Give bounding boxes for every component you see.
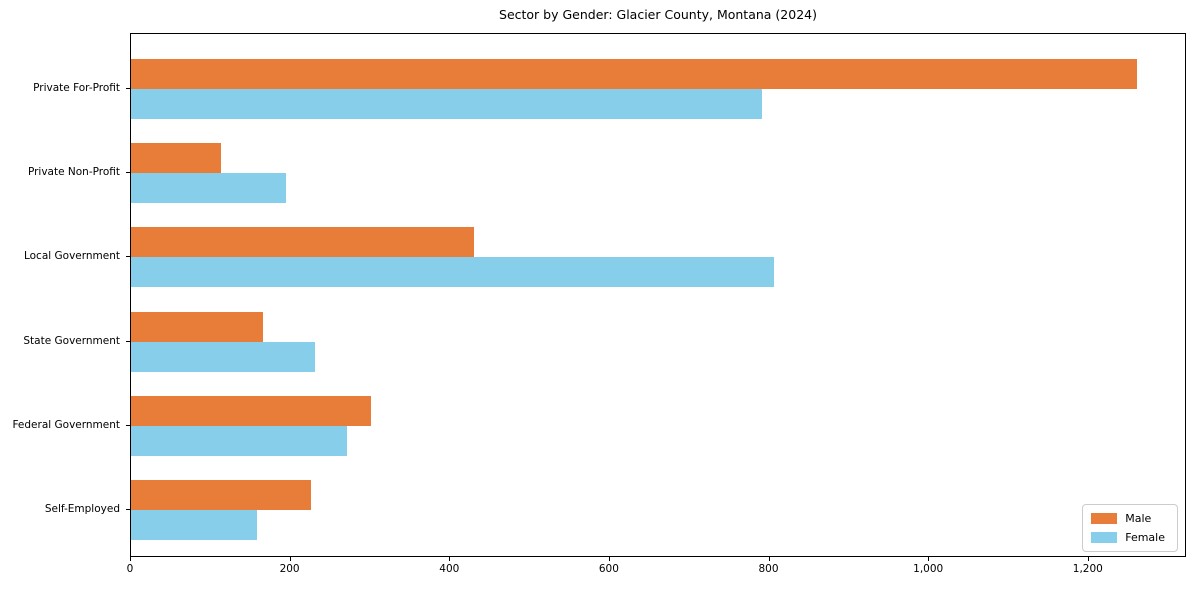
xtick-label-1000: 1,000 [913, 563, 944, 575]
bar-female-private-non-profit [131, 173, 286, 204]
xtick-label-800: 800 [758, 563, 779, 575]
ytick-label-self-employed: Self-Employed [44, 503, 120, 515]
xtick-mark-800 [768, 557, 770, 561]
xtick-mark-200 [289, 557, 291, 561]
bar-female-self-employed [131, 510, 258, 540]
legend-label-male: Male [1125, 512, 1152, 525]
bar-female-federal-government [131, 425, 347, 456]
xtick-mark-400 [449, 557, 451, 561]
bar-female-state-government [131, 341, 315, 372]
xtick-label-400: 400 [439, 563, 460, 575]
ytick-mark-private-for-profit [126, 88, 130, 89]
bar-male-federal-government [131, 395, 371, 426]
bar-female-private-for-profit [131, 89, 762, 119]
xtick-mark-0 [130, 557, 131, 561]
bar-male-local-government [131, 227, 475, 258]
ytick-label-local-government: Local Government [23, 250, 120, 263]
legend: Male Female [1082, 504, 1178, 552]
ytick-mark-private-non-profit [126, 172, 130, 174]
ytick-label-federal-government: Federal Government [12, 418, 120, 431]
female-series-swatch-icon [1091, 532, 1118, 543]
xtick-label-200: 200 [279, 563, 300, 575]
plot-area: Male Female [130, 33, 1186, 557]
chart-title: Sector by Gender: Glacier County, Montan… [499, 7, 817, 22]
xtick-label-600: 600 [598, 563, 619, 575]
ytick-mark-federal-government [126, 424, 130, 426]
male-series-swatch-icon [1091, 513, 1118, 524]
ytick-mark-self-employed [126, 509, 130, 510]
ytick-label-private-non-profit: Private Non-Profit [27, 166, 120, 179]
ytick-label-private-for-profit: Private For-Profit [33, 82, 120, 94]
xtick-mark-600 [608, 557, 610, 561]
xtick-mark-1000 [928, 557, 930, 561]
xtick-mark-1200 [1087, 557, 1089, 561]
ytick-label-state-government: State Government [23, 334, 120, 347]
bar-male-private-for-profit [131, 59, 1137, 89]
bar-male-private-non-profit [131, 143, 222, 174]
bar-male-self-employed [131, 480, 311, 510]
legend-label-female: Female [1125, 531, 1165, 544]
legend-entry-male: Male [1091, 512, 1165, 525]
bar-female-local-government [131, 257, 774, 288]
bar-male-state-government [131, 311, 263, 342]
legend-entry-female: Female [1091, 531, 1165, 544]
ytick-mark-local-government [126, 256, 130, 258]
xtick-label-0: 0 [126, 563, 134, 575]
xtick-label-1200: 1,200 [1072, 563, 1103, 575]
ytick-mark-state-government [126, 340, 130, 342]
